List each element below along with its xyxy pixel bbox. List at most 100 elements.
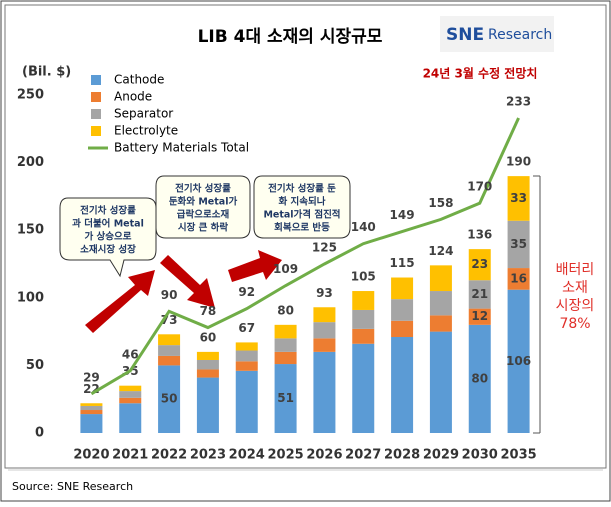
value-label: 106 — [506, 354, 531, 368]
bar-segment — [119, 397, 142, 404]
source: Source: SNE Research — [12, 480, 133, 493]
bar-segment — [507, 289, 530, 433]
callout-text: 가 상승으로 — [84, 231, 131, 243]
bar-segment — [352, 328, 375, 344]
line-label: 90 — [161, 288, 178, 302]
bar-segment — [196, 369, 219, 378]
x-tick-label: 2023 — [190, 448, 226, 463]
total-label: 67 — [238, 321, 255, 335]
callout-text: 과 더불어 Metal — [72, 218, 144, 230]
bar-segment — [313, 322, 336, 339]
bar-segment — [274, 364, 297, 433]
y-tick-label: 100 — [17, 290, 44, 305]
y-tick-label: 50 — [26, 358, 44, 373]
line — [90, 117, 520, 396]
value-label: 50 — [161, 392, 178, 406]
subtitle: 24년 3월 수정 전망치 — [423, 66, 538, 81]
line-label: 29 — [83, 370, 100, 384]
bar-segment — [507, 176, 530, 221]
y-tick-label: 250 — [17, 88, 44, 103]
line-label: 170 — [467, 180, 492, 194]
bar-segment — [352, 309, 375, 329]
total-label: 93 — [316, 286, 333, 300]
logo-mark: SNE — [446, 25, 484, 45]
bar-segment — [158, 334, 181, 346]
bar-segment — [507, 268, 530, 290]
bar-segment — [158, 355, 181, 366]
callout-text: 전기차 성장률 둔 — [268, 183, 336, 195]
bar-segment — [196, 351, 219, 360]
line-label: 92 — [238, 285, 255, 299]
inner-frame — [4, 4, 607, 469]
line-label: 140 — [351, 220, 376, 234]
line-label: 78 — [200, 304, 217, 318]
x-tick-label: 2035 — [500, 448, 536, 463]
arrow — [85, 270, 155, 333]
line-label: 46 — [122, 347, 139, 361]
legend-swatch — [91, 109, 101, 119]
bar-segment — [352, 343, 375, 433]
callouts — [59, 175, 351, 333]
value-label: 33 — [510, 191, 527, 205]
bar-segment — [313, 351, 336, 433]
legend-swatch — [91, 75, 101, 85]
bar-segment — [274, 324, 297, 339]
bar-segment — [80, 410, 103, 415]
legend-label: Anode — [114, 90, 152, 104]
value-label: 12 — [471, 309, 488, 323]
callout-bubble — [155, 175, 251, 239]
bar-segment — [80, 403, 103, 406]
bar-segment — [468, 249, 491, 281]
value-label: 35 — [510, 237, 527, 251]
value-label: 80 — [471, 371, 488, 385]
x-tick-label: 2024 — [229, 448, 265, 463]
total-label: 60 — [200, 330, 217, 344]
callout-text: Metal가격 점진적 — [263, 209, 340, 221]
bar-segment — [158, 345, 181, 356]
bar-segment — [468, 324, 491, 433]
legend-label: Battery Materials Total — [114, 141, 249, 155]
bar-segment — [119, 385, 142, 392]
bar-segment — [352, 291, 375, 310]
value-label: 23 — [471, 257, 488, 271]
bar-segment — [235, 361, 258, 371]
share-note: 소재 — [562, 280, 588, 296]
x-tick-label: 2030 — [462, 448, 498, 463]
x-tick-label: 2026 — [306, 448, 342, 463]
total-label: 124 — [428, 244, 453, 258]
bar-segment — [429, 265, 452, 292]
legend-swatch — [91, 126, 101, 136]
arrow — [160, 255, 215, 308]
callout-text: 둔화와 Metal가 — [169, 196, 238, 208]
legend-label: Cathode — [114, 73, 164, 87]
x-tick-label: 2029 — [423, 448, 459, 463]
bar-segment — [274, 338, 297, 352]
value-label: 21 — [471, 287, 488, 301]
callout-text: 전기차 성장률 — [175, 183, 231, 195]
callout-text: 시장 큰 하락 — [178, 222, 229, 234]
bar-segment — [468, 280, 491, 309]
x-tick-label: 2025 — [267, 448, 303, 463]
bar-segment — [119, 403, 142, 433]
logo-box — [440, 16, 554, 52]
callout-bubble — [59, 197, 157, 278]
bar-segment — [507, 220, 530, 269]
value-label: 16 — [510, 271, 527, 285]
bar-segment — [274, 351, 297, 365]
callout-bubble — [253, 175, 351, 239]
x-tick-label: 2028 — [384, 448, 420, 463]
bar-segment — [429, 315, 452, 332]
legend-label: Electrolyte — [114, 124, 178, 138]
bar-segment — [196, 359, 219, 370]
y-tick-label: 0 — [35, 426, 44, 441]
callout-text: 급락으로소재 — [177, 209, 229, 221]
bar-segment — [313, 338, 336, 352]
line-label: 158 — [428, 196, 453, 210]
bar-segment — [235, 350, 258, 362]
x-tick-label: 2027 — [345, 448, 381, 463]
logo-text: Research — [488, 27, 552, 43]
bar-segment — [80, 414, 103, 433]
y-tick-label: 200 — [17, 155, 44, 170]
